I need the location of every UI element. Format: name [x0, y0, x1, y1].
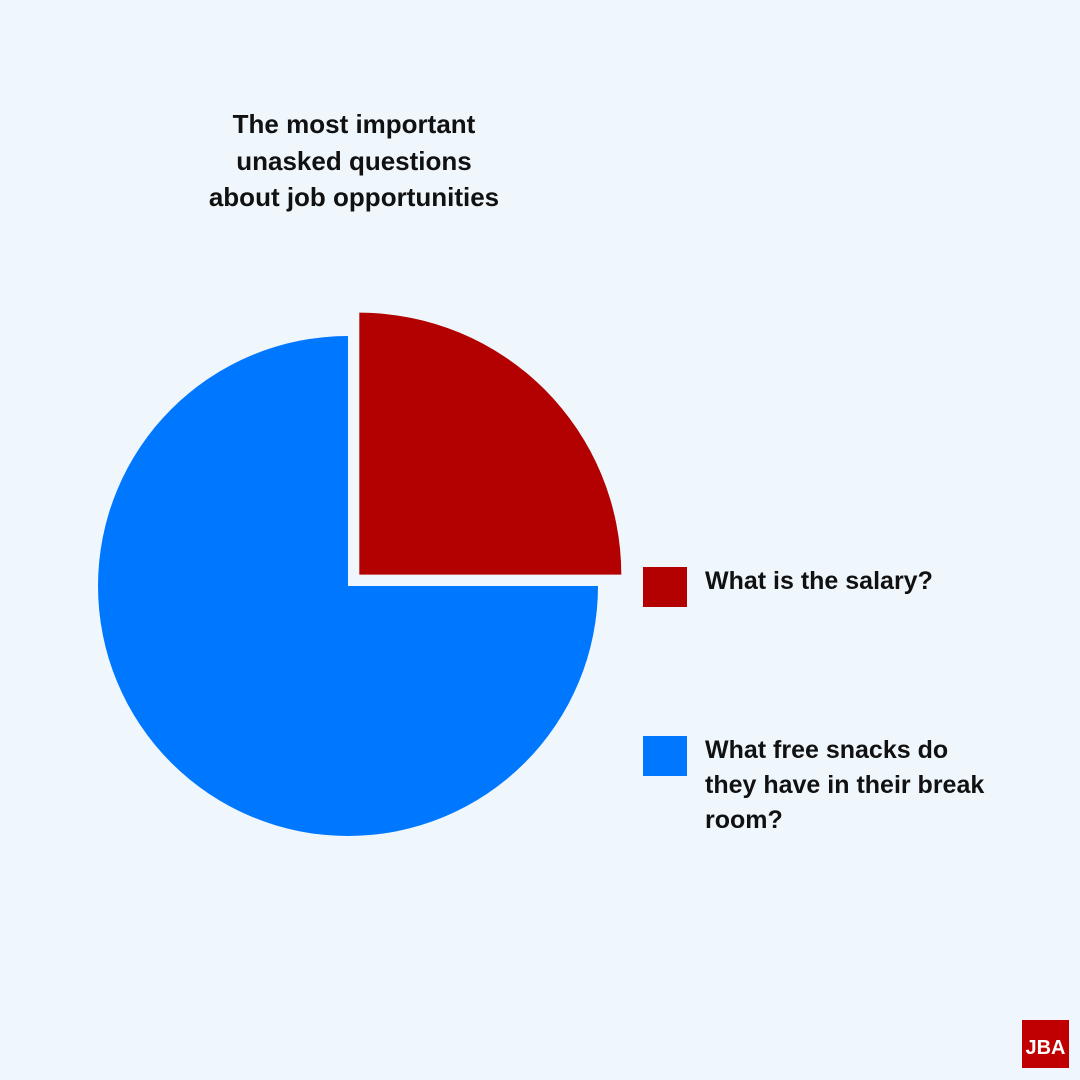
legend-swatch [643, 567, 687, 607]
pie-slice [359, 312, 622, 575]
chart-title: The most important unasked questions abo… [208, 109, 500, 212]
logo: JBA [1022, 1020, 1069, 1068]
legend-label: What free snacks do they have in their b… [705, 736, 985, 834]
legend-label: What is the salary? [705, 567, 933, 595]
pie-slice [98, 336, 598, 836]
legend-swatch [643, 736, 687, 776]
